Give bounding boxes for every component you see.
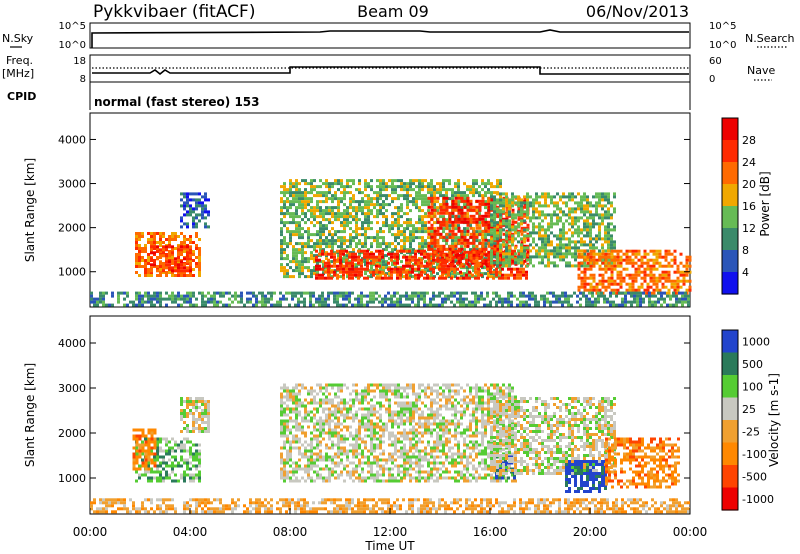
velocity-echo-region <box>180 397 210 433</box>
velocity-range-tick-label: 3000 <box>58 382 86 395</box>
power-colorbar-swatch <box>722 272 738 295</box>
freq-bottom-tick: 8 <box>80 74 86 85</box>
power-echo-region <box>150 245 192 273</box>
nsearch-bottom-tick: 10^0 <box>709 40 736 51</box>
velocity-echo-region <box>132 428 157 471</box>
freq-label: Freq. <box>6 54 33 67</box>
power-echo-region <box>90 291 690 307</box>
power-echo-region <box>180 192 210 229</box>
time-axis-label: Time UT <box>364 539 415 553</box>
nave-bottom-tick: 0 <box>709 74 715 85</box>
sky-search-panel <box>89 22 691 49</box>
power-colorbar-swatch <box>722 162 738 185</box>
freq-nave-panel <box>89 54 691 83</box>
power-ylabel: Slant Range [km] <box>23 158 37 262</box>
velocity-colorbar-tick-label: -100 <box>742 448 767 461</box>
power-colorbar-swatch <box>722 140 738 163</box>
velocity-colorbar-swatch <box>722 420 738 444</box>
power-echo-marks <box>90 179 692 307</box>
nsearch-top-tick: 10^5 <box>709 21 736 32</box>
velocity-range-tick-label: 1000 <box>58 472 86 485</box>
time-axis-ticks: 00:00 04:00 08:00 12:00 16:00 20:00 00:00 <box>73 508 708 539</box>
cpid-text: normal (fast stereo) 153 <box>94 95 260 109</box>
nsky-label: N.Sky <box>2 32 34 45</box>
nsearch-label: N.Search <box>745 32 795 45</box>
power-colorbar-tick-label: 28 <box>742 134 756 147</box>
freq-trace <box>92 66 689 76</box>
velocity-colorbar-tick-label: 1000 <box>742 335 770 348</box>
nave-label: Nave <box>747 64 775 77</box>
power-colorbar-swatch <box>722 228 738 251</box>
power-range-tick-label: 3000 <box>58 178 86 191</box>
freq-unit: [MHz] <box>2 67 34 80</box>
power-range-ticks: 1000 2000 3000 4000 <box>58 133 690 279</box>
velocity-echo-region <box>605 437 680 489</box>
velocity-range-ticks: 1000 2000 3000 4000 <box>58 337 690 485</box>
velocity-colorbar: 1000 500 100 25 -25 -100 -500 -1000 <box>721 329 774 511</box>
velocity-colorbar-swatch <box>722 352 738 376</box>
nave-top-tick: 60 <box>709 56 722 67</box>
velocity-ylabel: Slant Range [km] <box>23 363 37 467</box>
velocity-colorbar-label: Velocity [m s-1] <box>767 373 781 467</box>
nsky-trace <box>91 29 689 48</box>
velocity-colorbar-tick-label: 100 <box>742 380 763 393</box>
time-tick-label: 00:00 <box>73 525 108 539</box>
velocity-colorbar-frame <box>721 329 739 511</box>
freq-top-tick: 18 <box>73 56 86 67</box>
power-colorbar-tick-label: 16 <box>742 200 756 213</box>
beam-label: Beam 09 <box>357 2 429 21</box>
power-colorbar-label: Power [dB] <box>758 171 772 236</box>
velocity-colorbar-swatch <box>722 442 738 466</box>
power-colorbar: 4 8 12 16 20 24 28 <box>721 117 756 295</box>
power-colorbar-frame <box>721 117 739 295</box>
velocity-echo-region <box>90 498 690 514</box>
plot-title: Pykkvibaer (fitACF) <box>93 2 255 22</box>
velocity-colorbar-tick-label: -1000 <box>742 493 774 506</box>
time-tick-label: 12:00 <box>373 525 408 539</box>
velocity-colorbar-tick-label: 25 <box>742 403 756 416</box>
velocity-colorbar-swatch <box>722 330 738 354</box>
velocity-colorbar-tick-label: -25 <box>742 425 760 438</box>
velocity-colorbar-swatch <box>722 465 738 489</box>
time-tick-label: 00:00 <box>673 525 708 539</box>
power-colorbar-swatch <box>722 250 738 273</box>
velocity-colorbar-tick-label: 500 <box>742 358 763 371</box>
power-colorbar-swatch <box>722 184 738 207</box>
power-colorbar-swatch <box>722 206 738 229</box>
nsky-top-tick: 10^5 <box>59 21 86 32</box>
velocity-range-tick-label: 4000 <box>58 337 86 350</box>
power-colorbar-tick-label: 8 <box>742 244 749 257</box>
velocity-colorbar-swatch <box>722 487 738 511</box>
velocity-range-tick-label: 2000 <box>58 427 86 440</box>
velocity-echo-marks <box>90 383 690 514</box>
time-tick-label: 04:00 <box>173 525 208 539</box>
time-tick-label: 16:00 <box>473 525 508 539</box>
power-range-tick-label: 4000 <box>58 133 86 146</box>
cpid-label: CPID <box>7 90 36 103</box>
velocity-colorbar-tick-label: -500 <box>742 470 767 483</box>
power-colorbar-tick-label: 12 <box>742 222 756 235</box>
time-tick-label: 08:00 <box>273 525 308 539</box>
power-colorbar-tick-label: 4 <box>742 266 749 279</box>
power-colorbar-swatch <box>722 118 738 141</box>
time-tick-label: 20:00 <box>573 525 608 539</box>
power-range-tick-label: 1000 <box>58 266 86 279</box>
power-colorbar-tick-label: 20 <box>742 178 756 191</box>
velocity-echo-region <box>565 460 607 493</box>
velocity-colorbar-swatch <box>722 397 738 421</box>
date-label: 06/Nov/2013 <box>586 2 689 21</box>
power-range-tick-label: 2000 <box>58 222 86 235</box>
power-colorbar-tick-label: 24 <box>742 156 756 169</box>
nsky-bottom-tick: 10^0 <box>59 40 86 51</box>
velocity-colorbar-swatch <box>722 375 738 399</box>
